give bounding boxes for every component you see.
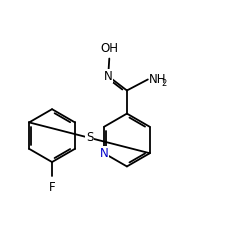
Text: NH: NH bbox=[149, 73, 166, 86]
Text: 2: 2 bbox=[161, 79, 167, 88]
Text: OH: OH bbox=[100, 42, 118, 55]
Text: F: F bbox=[49, 181, 55, 194]
Text: S: S bbox=[86, 131, 93, 144]
Text: N: N bbox=[100, 147, 108, 160]
Text: N: N bbox=[104, 70, 113, 83]
